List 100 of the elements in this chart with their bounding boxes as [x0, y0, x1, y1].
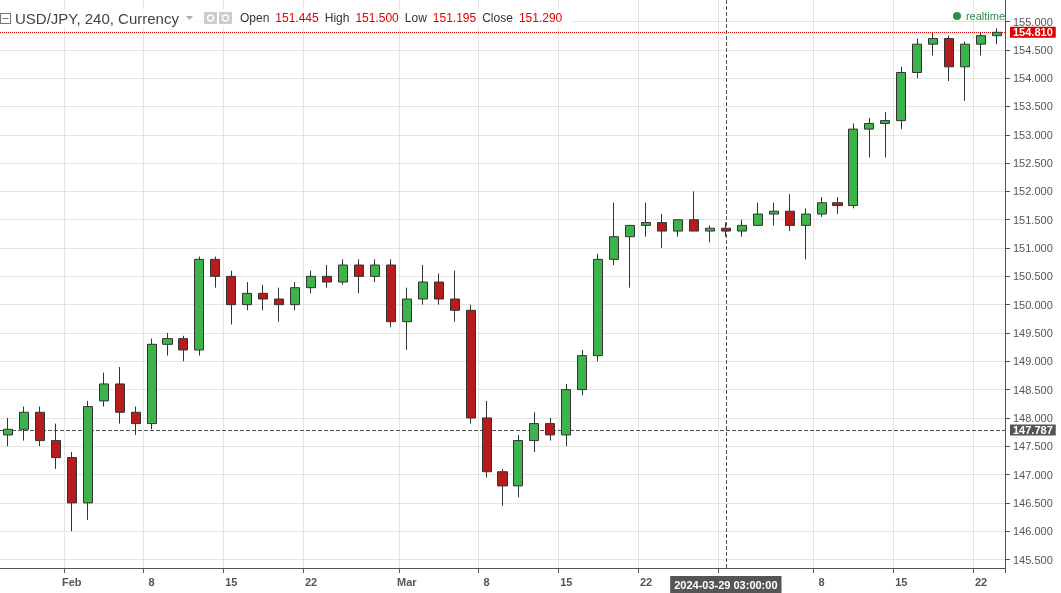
- candlestick: [561, 383, 571, 447]
- candlestick: [976, 32, 986, 56]
- candlestick: [912, 38, 922, 79]
- candlestick: [737, 219, 747, 238]
- y-tick-label: 154.500: [1013, 43, 1053, 56]
- x-tick-label: 22: [639, 575, 653, 588]
- y-tick-label: 147.500: [1013, 440, 1053, 453]
- annotation: High: [324, 11, 350, 25]
- candlestick: [242, 281, 252, 311]
- candlestick: [593, 253, 603, 362]
- x-tick-label: 8: [148, 575, 155, 588]
- candlestick: [880, 111, 890, 158]
- candlestick: [67, 451, 77, 532]
- x-tick-label: 8: [818, 575, 825, 588]
- candlestick: [131, 406, 141, 436]
- candlestick: [625, 224, 635, 289]
- y-tick-label: 145.500: [1013, 553, 1053, 566]
- annotation: Open: [239, 11, 270, 25]
- candlestick: [19, 406, 29, 442]
- candlestick: [482, 400, 492, 478]
- y-tick-label: 152.000: [1013, 185, 1053, 198]
- annotation: 151.500: [355, 11, 399, 25]
- candlestick: [162, 332, 173, 357]
- x-tick-label: 8: [483, 575, 490, 588]
- annotation: 151.445: [275, 11, 319, 25]
- candlestick: [210, 256, 220, 289]
- candlestick: [466, 304, 476, 425]
- candlestick: [354, 258, 364, 294]
- candlestick: [960, 40, 970, 102]
- candlestick: [434, 273, 444, 306]
- x-tick-label: Feb: [62, 575, 82, 588]
- annotation: realtime: [965, 10, 1005, 22]
- candlestick: [513, 434, 523, 498]
- candlestick: [657, 213, 667, 249]
- annotation: Close: [482, 11, 513, 25]
- candlestick: [290, 281, 300, 311]
- candlestick: [450, 270, 460, 323]
- candlestick: [769, 202, 779, 226]
- candlestick: [194, 256, 204, 357]
- y-tick-label: 146.500: [1013, 496, 1053, 509]
- text: USD/JPY, 240, Currency: [15, 9, 179, 27]
- y-tick-label: 149.000: [1013, 355, 1053, 368]
- x-tick-label: 22: [304, 575, 318, 588]
- candlestick: [115, 366, 125, 425]
- y-tick-label: 151.500: [1013, 213, 1053, 226]
- candlestick: [322, 264, 332, 289]
- candlestick: [306, 270, 316, 294]
- y-tick-label: 153.500: [1013, 100, 1053, 113]
- candlestick: [258, 284, 268, 311]
- x-tick-label: Mar: [397, 575, 418, 588]
- y-tick-label: 150.500: [1013, 270, 1053, 283]
- candlestick: [848, 122, 858, 209]
- x-tick-label: 15: [560, 575, 573, 588]
- x-tick-label: 15: [895, 575, 908, 588]
- y-tick-label: 154.000: [1013, 72, 1053, 85]
- candlestick: [785, 193, 795, 232]
- y-tick-label: 148.000: [1013, 411, 1053, 424]
- candlestick: [418, 264, 428, 306]
- candlestick: [928, 32, 938, 56]
- candlestick: [83, 400, 93, 521]
- candlestick: [370, 258, 380, 283]
- annotation: Low: [404, 11, 427, 25]
- candlestick: [545, 417, 555, 442]
- candlestick: [529, 411, 539, 453]
- candlestick: [832, 196, 843, 215]
- candlestick: [944, 35, 954, 82]
- candlestick: [226, 270, 236, 325]
- candlestick: [35, 406, 45, 447]
- x-tick-label: 22: [974, 575, 988, 588]
- candlestick: [338, 258, 348, 286]
- candlestick: [609, 202, 619, 266]
- candlestick: [721, 222, 731, 238]
- y-tick-label: 147.000: [1013, 468, 1053, 481]
- ref-line-label: 147.787: [1013, 423, 1053, 436]
- annotation: 151.195: [432, 11, 477, 25]
- candlestick: [817, 196, 827, 218]
- y-tick-label: 148.500: [1013, 383, 1053, 396]
- candlestick: [577, 349, 587, 396]
- candlestick: [673, 219, 683, 238]
- candlestick: [896, 66, 906, 130]
- y-tick-label: 149.500: [1013, 326, 1053, 339]
- candlestick: [641, 202, 651, 238]
- x-tick-label: 15: [225, 575, 238, 588]
- candlestick: [386, 258, 396, 328]
- x-tick-label: 2024-03-29 03:00:00: [674, 578, 778, 591]
- candlestick: [274, 287, 284, 323]
- candlestick: [497, 468, 508, 507]
- y-tick-label: 150.000: [1013, 298, 1053, 311]
- candlestick: [753, 202, 763, 226]
- y-tick-label: 153.000: [1013, 128, 1053, 141]
- candlestick: [864, 117, 874, 158]
- candlestick: [705, 224, 715, 243]
- candlestick: [147, 338, 157, 430]
- annotation: 151.290: [518, 11, 563, 25]
- candlestick: [689, 190, 699, 232]
- candlestick: [992, 27, 1002, 45]
- y-tick-label: 152.500: [1013, 157, 1053, 170]
- y-tick-label: 146.000: [1013, 525, 1053, 538]
- ref-line-label: 154.810: [1013, 26, 1053, 39]
- candlestick: [99, 372, 109, 408]
